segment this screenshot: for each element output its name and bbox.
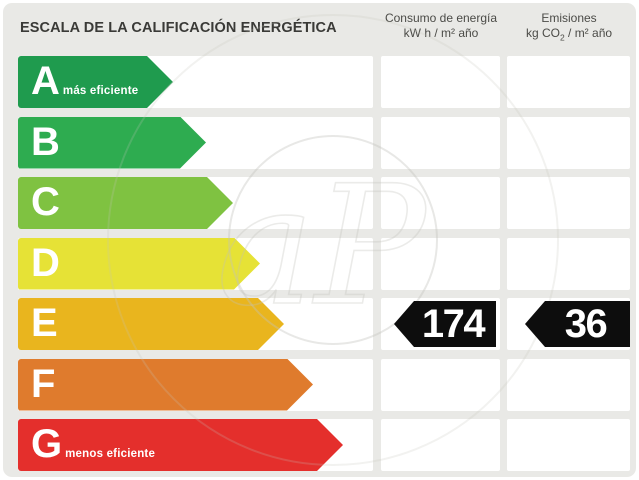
scale-row-f: F: [3, 358, 639, 411]
scale-row-d: D: [3, 237, 639, 290]
grade-arrow-c: C: [18, 177, 233, 229]
consumption-column-units: kW h / m² año: [403, 26, 479, 40]
emissions-units-suffix: / m² año: [564, 26, 613, 40]
scale-row-b: B: [3, 116, 639, 169]
grade-letter: A: [31, 59, 60, 103]
grade-letter: F: [31, 361, 56, 406]
emissions-units-subscript: 2: [559, 32, 565, 43]
grade-arrow-e: E: [18, 298, 284, 350]
emissions-cell: [507, 56, 630, 108]
grade-sublabel: más eficiente: [62, 85, 139, 97]
emissions-cell: [507, 116, 630, 169]
emissions-column-units: kg CO2 / m² año: [504, 26, 634, 45]
certificate-panel: ESCALA DE LA CALIFICACIÓN ENERGÉTICA Con…: [3, 3, 636, 477]
consumption-column-title: Consumo de energía: [384, 11, 498, 25]
scale-row-e: E 174 36: [3, 298, 639, 350]
grade-arrow-b: B: [18, 117, 206, 169]
consumption-cell: [381, 177, 500, 229]
emissions-cell: [507, 177, 630, 229]
grade-arrow-d: D: [18, 238, 260, 290]
emissions-units-prefix: kg CO: [525, 26, 560, 40]
consumption-cell: [381, 419, 500, 471]
emissions-cell: 36: [507, 298, 630, 350]
consumption-cell: [381, 237, 500, 290]
emissions-cell: [507, 358, 630, 411]
consumption-value-badge: 174: [394, 301, 496, 347]
consumption-cell: 174: [381, 298, 500, 350]
grade-letter: B: [31, 119, 60, 164]
grade-sublabel: menos eficiente: [65, 448, 156, 460]
grade-letter: C: [31, 180, 60, 224]
grade-letter: G: [31, 422, 63, 466]
consumption-column-header: Consumo de energía kW h / m² año: [376, 11, 506, 41]
grade-letter: D: [31, 240, 60, 285]
emissions-column-title: Emisiones: [541, 11, 597, 25]
emissions-cell: [507, 237, 630, 290]
consumption-cell: [381, 116, 500, 169]
consumption-cell: [381, 56, 500, 108]
consumption-cell: [381, 358, 500, 411]
grade-arrow-f: F: [18, 359, 313, 411]
emissions-column-header: Emisiones kg CO2 / m² año: [504, 11, 634, 45]
scale-row-c: C: [3, 177, 639, 229]
emissions-value-badge: 36: [525, 301, 630, 347]
grade-letter: E: [31, 301, 58, 345]
emissions-cell: [507, 419, 630, 471]
page-title: ESCALA DE LA CALIFICACIÓN ENERGÉTICA: [20, 20, 337, 36]
